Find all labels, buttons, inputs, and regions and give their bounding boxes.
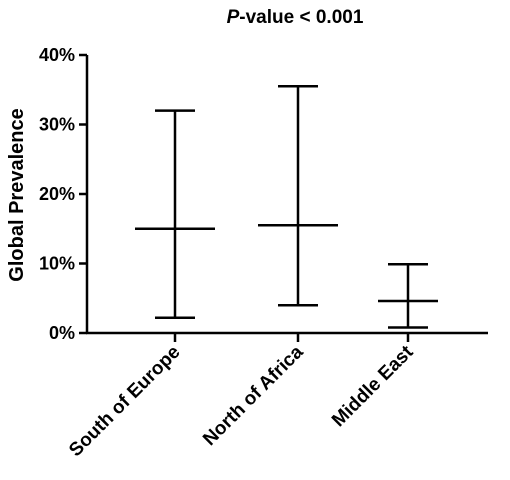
x-tick-label: North of Africa <box>199 341 308 450</box>
y-axis-title: Global Prevalence <box>6 108 28 281</box>
x-ticks: South of Europe North of Africa Middle Eas… <box>65 333 418 461</box>
error-bar <box>135 109 215 319</box>
error-bar <box>258 85 338 307</box>
y-tick-label: 30% <box>39 115 75 135</box>
x-tick-label: Middle East <box>328 341 418 431</box>
y-tick-label: 0% <box>49 323 75 343</box>
y-tick-label: 20% <box>39 184 75 204</box>
y-tick-label: 10% <box>39 254 75 274</box>
chart-title: P-value < 0.001 <box>227 7 364 28</box>
chart-title-italic: P <box>227 7 240 28</box>
x-tick-label: South of Europe <box>65 342 184 461</box>
chart-title-rest: -value < 0.001 <box>239 7 364 28</box>
y-ticks: 0% 10% 20% 30% 40% <box>39 45 87 343</box>
y-tick-label: 40% <box>39 45 75 65</box>
error-bar <box>378 262 438 329</box>
error-bars <box>135 85 438 329</box>
